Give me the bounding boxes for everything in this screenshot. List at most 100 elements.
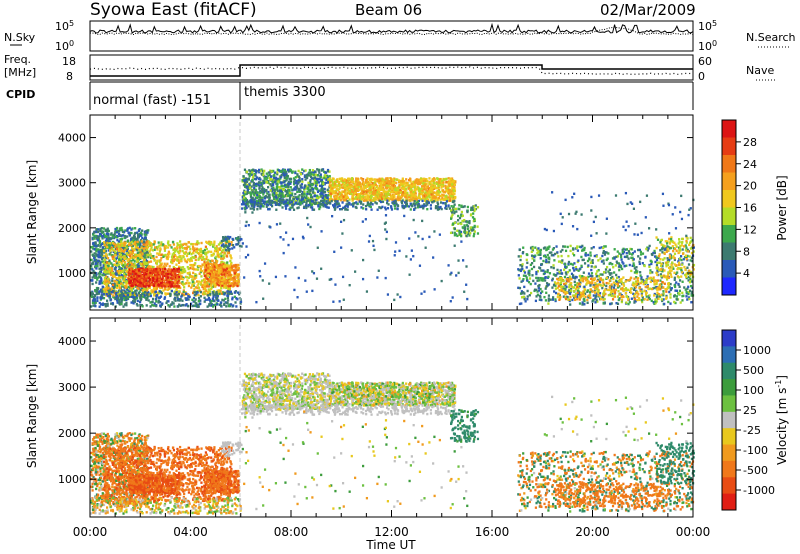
power-cell <box>133 300 136 303</box>
power-cell <box>285 174 288 177</box>
power-cell <box>260 172 263 176</box>
power-cell <box>278 191 281 195</box>
power-cell <box>309 189 312 192</box>
power-cell <box>134 274 137 278</box>
power-cell <box>112 296 116 299</box>
power-cell <box>377 193 380 196</box>
power-cell <box>177 250 180 253</box>
power-cell <box>171 261 174 265</box>
power-cell <box>389 177 393 180</box>
power-cell <box>197 282 200 286</box>
power-cell <box>141 288 144 292</box>
power-cell <box>138 269 141 272</box>
power-cell <box>139 288 142 291</box>
power-cell <box>210 250 213 254</box>
power-cell <box>149 305 152 308</box>
power-cell <box>281 181 285 184</box>
power-cell <box>148 242 151 246</box>
power-cell <box>281 184 284 188</box>
power-cell <box>124 248 127 252</box>
power-cell <box>414 183 417 187</box>
power-cell <box>324 171 328 174</box>
power-cell <box>127 277 131 281</box>
power-cell <box>267 186 270 189</box>
power-cell <box>286 183 289 187</box>
power-cell <box>323 191 326 194</box>
power-cell <box>155 262 158 265</box>
power-cell <box>180 266 183 269</box>
power-cell <box>233 272 236 275</box>
power-cell <box>130 286 133 289</box>
power-cell <box>119 280 122 283</box>
power-cell <box>226 279 229 282</box>
power-cell <box>143 295 146 298</box>
power-cell <box>127 253 130 257</box>
power-cell <box>219 280 222 284</box>
power-cell <box>178 247 182 250</box>
power-cell <box>156 276 159 280</box>
power-cell <box>183 252 187 255</box>
power-cell <box>163 285 167 288</box>
power-cell <box>100 257 104 261</box>
nave-tick-hi: 60 <box>698 55 712 68</box>
power-cell <box>131 284 135 287</box>
power-cell <box>228 304 231 308</box>
power-cell <box>264 195 268 198</box>
power-cell <box>215 247 218 250</box>
power-cell <box>283 171 287 174</box>
power-cell <box>213 262 216 265</box>
power-cell <box>120 226 123 230</box>
power-cell <box>123 230 126 234</box>
power-cell <box>122 280 126 284</box>
power-cell <box>226 237 229 240</box>
power-cell <box>292 203 296 206</box>
power-cell <box>107 270 110 274</box>
power-cell <box>385 177 388 180</box>
power-cell <box>320 178 323 182</box>
power-cell <box>141 277 144 281</box>
power-cell <box>317 177 320 181</box>
tick-exponent: 5 <box>712 19 717 28</box>
power-cell <box>117 240 120 243</box>
power-cell <box>319 174 322 178</box>
power-cell <box>319 195 322 198</box>
power-cell <box>182 269 185 272</box>
power-cell <box>375 190 378 194</box>
power-cell <box>147 285 150 288</box>
power-cell <box>101 260 104 263</box>
power-cell <box>218 247 221 250</box>
power-cell <box>257 177 260 181</box>
freq-tick-hi: 18 <box>62 55 76 68</box>
power-cell <box>444 178 447 181</box>
power-cell <box>146 266 150 269</box>
power-cell <box>97 255 100 259</box>
power-cell <box>255 169 258 173</box>
power-cell <box>213 240 216 243</box>
power-cell <box>353 189 356 193</box>
power-cell <box>94 301 97 304</box>
power-cell <box>205 247 208 251</box>
power-cell <box>117 256 121 259</box>
power-cell <box>161 286 164 289</box>
power-cell <box>156 252 159 255</box>
power-cell <box>137 254 140 257</box>
power-cell <box>230 282 234 285</box>
power-cell <box>366 177 369 180</box>
power-cell <box>219 289 222 293</box>
power-cell <box>221 260 224 264</box>
power-cell <box>170 289 173 293</box>
power-cell <box>139 293 142 297</box>
power-cell <box>249 195 253 198</box>
power-cell <box>117 295 120 298</box>
power-cell <box>233 279 237 283</box>
power-cell <box>419 198 422 201</box>
power-cell <box>144 277 148 281</box>
power-cell <box>214 265 217 268</box>
power-cell <box>90 279 93 282</box>
power-cell <box>226 296 230 300</box>
power-cell <box>311 169 315 172</box>
power-cell <box>420 178 423 182</box>
power-cell <box>291 188 294 191</box>
power-cell <box>235 237 238 240</box>
